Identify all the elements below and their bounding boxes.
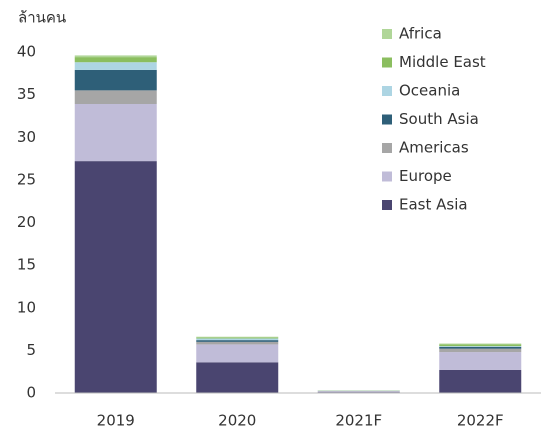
bar-segment <box>74 62 157 70</box>
y-tick-label: 40 <box>17 43 36 61</box>
legend-label: Americas <box>399 139 469 157</box>
bar-segment <box>439 346 522 349</box>
bar-segment <box>74 161 157 393</box>
bar-segment <box>74 69 157 91</box>
legend-swatch <box>382 171 392 182</box>
bar-segment <box>196 336 279 338</box>
legend-swatch <box>382 57 392 68</box>
x-tick-label: 2022F <box>457 412 504 430</box>
bar-segment <box>196 341 279 345</box>
legend-label: Europe <box>399 167 452 185</box>
legend-label: Africa <box>399 25 442 43</box>
legend-swatch <box>382 143 392 153</box>
bar-segment <box>196 338 279 341</box>
bar-segment <box>439 344 522 347</box>
y-tick-label: 35 <box>17 85 36 103</box>
bar-segment <box>74 57 157 63</box>
legend-label: Middle East <box>399 53 486 71</box>
bar-segment <box>439 343 522 345</box>
bar-segment <box>439 352 522 370</box>
y-tick-label: 20 <box>17 213 36 231</box>
y-tick-label: 30 <box>17 128 36 146</box>
bar-segment <box>317 391 400 393</box>
bar-segment <box>196 362 279 393</box>
bar-segment <box>439 348 522 353</box>
legend-swatch <box>382 114 392 125</box>
y-tick-label: 25 <box>17 170 36 188</box>
y-tick-label: 0 <box>26 384 36 402</box>
bar-segment <box>74 55 157 58</box>
bar-segment <box>74 104 157 162</box>
legend-label: East Asia <box>399 196 468 214</box>
bar-segment <box>74 90 157 105</box>
legend-swatch <box>382 29 392 39</box>
legend-label: South Asia <box>399 110 479 128</box>
bar-segment <box>196 340 279 342</box>
y-tick-label: 5 <box>26 341 36 359</box>
legend-swatch <box>382 86 392 96</box>
bar-segment <box>196 337 279 339</box>
x-tick-label: 2021F <box>335 412 382 430</box>
bar-segment <box>196 344 279 363</box>
x-tick-label: 2019 <box>97 412 135 430</box>
legend-swatch <box>382 200 392 210</box>
bar-segment <box>439 369 522 393</box>
y-tick-label: 10 <box>17 298 36 316</box>
x-tick-label: 2020 <box>218 412 256 430</box>
bar-segment <box>439 346 522 347</box>
y-tick-label: 15 <box>17 256 36 274</box>
y-axis-label: ล้านคน <box>18 9 66 27</box>
legend-label: Oceania <box>399 82 460 100</box>
